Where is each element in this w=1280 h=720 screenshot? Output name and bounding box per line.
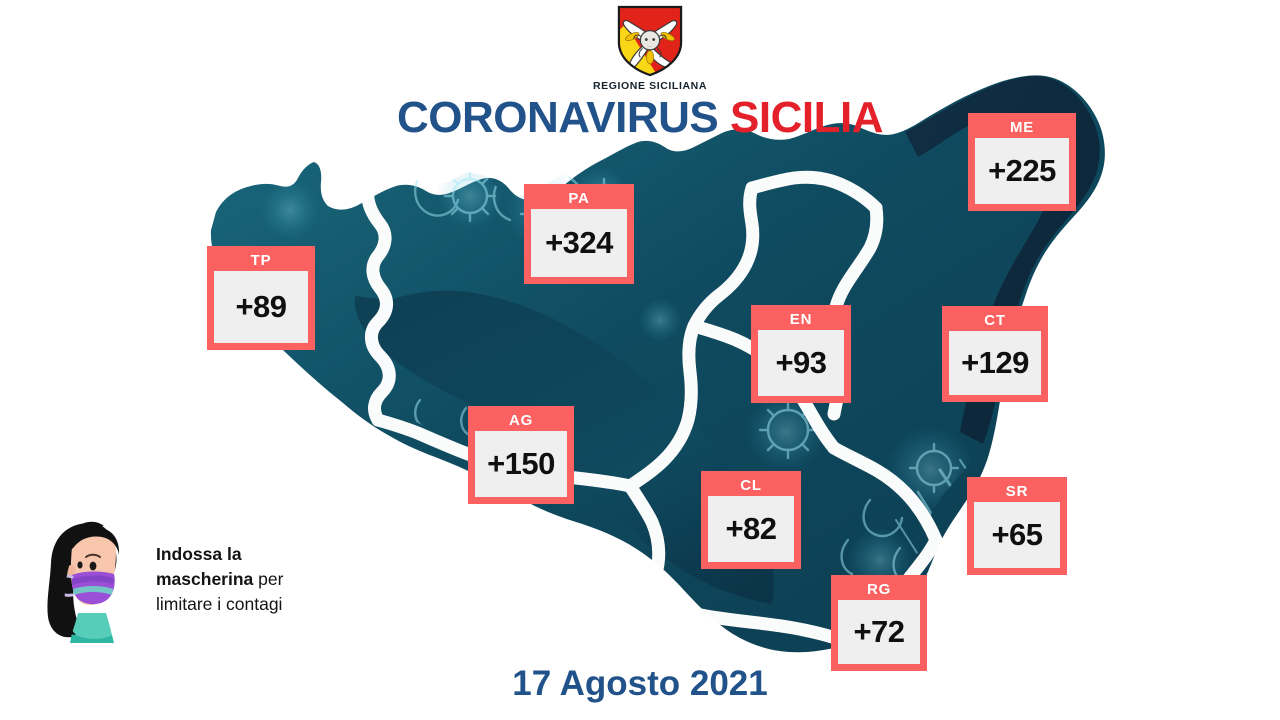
province-value-box: +324 <box>531 209 627 277</box>
emblem-caption: REGIONE SICILIANA <box>592 80 708 92</box>
title-coronavirus: CORONAVIRUS <box>397 93 719 142</box>
province-value-box: +129 <box>949 331 1041 395</box>
province-code-label: EN <box>789 311 813 328</box>
title-sicilia: SICILIA <box>730 93 883 142</box>
province-value-box: +225 <box>975 138 1069 204</box>
province-code-label: PA <box>568 190 590 207</box>
girl-with-face-mask-illustration <box>47 521 120 643</box>
report-date: 17 Agosto 2021 <box>512 664 768 703</box>
province-code-label: TP <box>250 252 272 269</box>
province-code-label: RG <box>866 581 892 598</box>
province-card-pa: PA +324 <box>524 184 634 284</box>
province-card-rg: RG +72 <box>831 575 927 671</box>
province-value-box: +93 <box>758 330 844 396</box>
province-value-box: +82 <box>708 496 794 562</box>
province-value-box: +72 <box>838 600 920 664</box>
mask-reminder-text: Indossa la mascherina per limitare i con… <box>156 542 283 617</box>
province-code-label: CT <box>984 312 1006 329</box>
province-code-label: SR <box>1005 483 1029 500</box>
mask-text-rest-2: per <box>253 569 284 589</box>
province-card-cl: CL +82 <box>701 471 801 569</box>
messina-peninsula <box>905 76 1100 444</box>
province-card-en: EN +93 <box>751 305 851 403</box>
province-card-sr: SR +65 <box>967 477 1067 575</box>
trinacria-shield-icon <box>617 5 683 77</box>
province-code-label: AG <box>508 412 534 429</box>
province-value-box: +65 <box>974 502 1060 568</box>
mask-text-line-3: limitare i contagi <box>156 594 283 614</box>
province-card-ag: AG +150 <box>468 406 574 504</box>
mask-text-bold-2: mascherina <box>156 569 254 589</box>
mask-text-bold-1: Indossa la <box>156 544 242 564</box>
page-title: CORONAVIRUS SICILIA <box>0 96 1280 140</box>
regione-siciliana-emblem: REGIONE SICILIANA <box>565 4 735 94</box>
province-code-label: CL <box>740 477 762 494</box>
province-value-box: +89 <box>214 271 308 343</box>
province-card-me: ME +225 <box>968 113 1076 211</box>
province-card-ct: CT +129 <box>942 306 1048 402</box>
mask-reminder: Indossa la mascherina per limitare i con… <box>38 512 348 647</box>
province-value-box: +150 <box>475 431 567 497</box>
province-code-label: ME <box>1009 119 1035 136</box>
province-card-tp: TP +89 <box>207 246 315 350</box>
mask-text-line-1: Indossa la <box>156 542 283 567</box>
mask-text-line-2: mascherina per <box>156 567 283 592</box>
